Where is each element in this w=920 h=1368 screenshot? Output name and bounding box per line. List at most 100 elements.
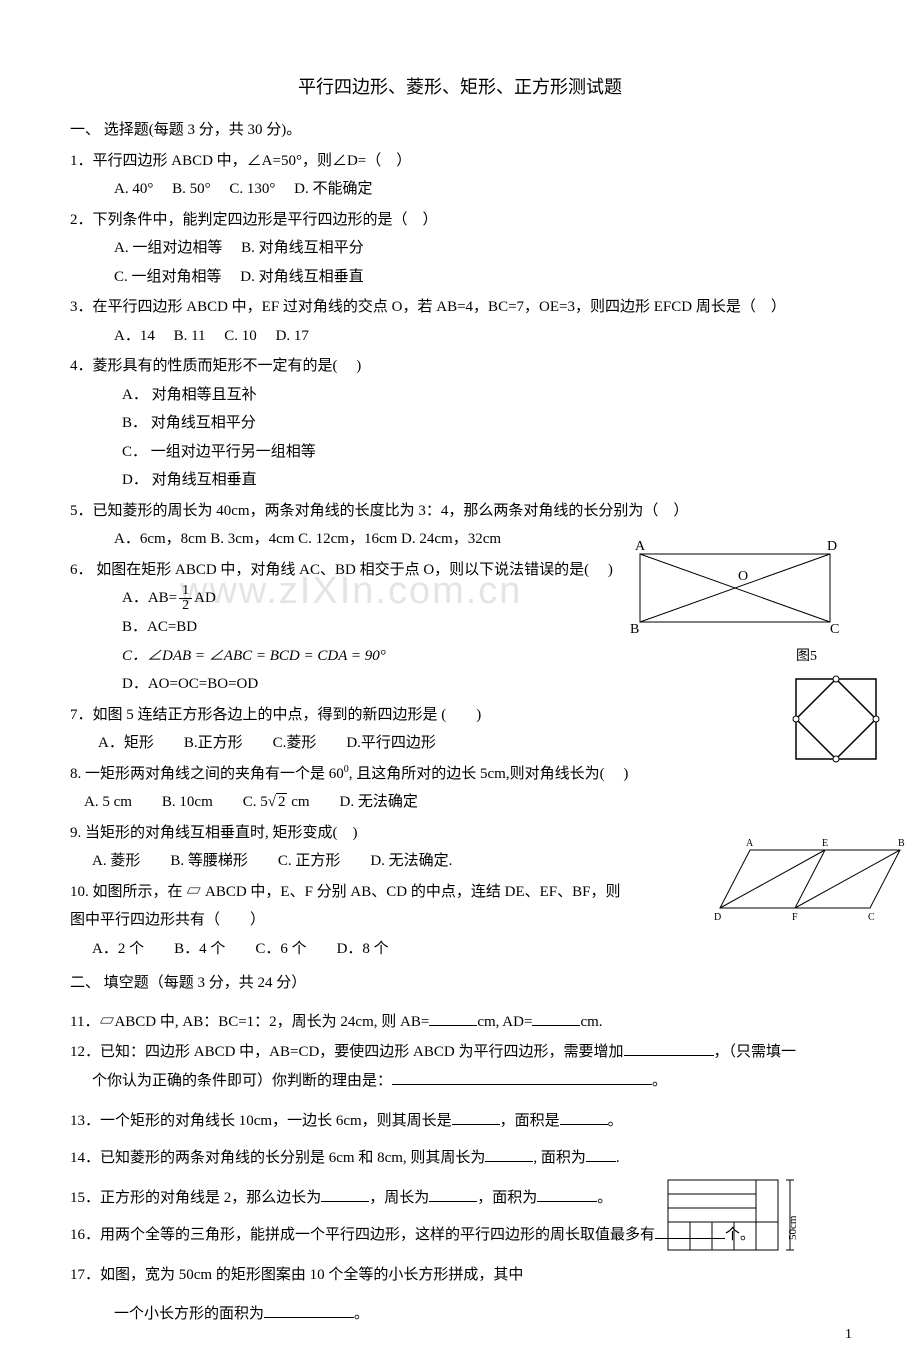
fig17-label: 50cm — [787, 1215, 799, 1240]
fig6-label-o: O — [738, 569, 748, 584]
figure-q10-parallelogram: A E B D F C — [710, 836, 910, 926]
q13-mid: ，面积是 — [500, 1113, 560, 1129]
blank — [264, 1302, 354, 1318]
q4-opt-b: B． 对角线互相平分 — [70, 409, 850, 438]
q12-l1-post: ，（只需填一 — [714, 1044, 797, 1060]
fig10-f: F — [792, 912, 798, 923]
q6-opt-a-pre: A．AB= — [122, 590, 177, 606]
fig10-b: B — [898, 838, 905, 849]
q15-mid1: ，周长为 — [369, 1190, 429, 1206]
q6-opt-d: D．AO=OC=BO=OD — [70, 670, 850, 699]
question-1: 1．平行四边形 ABCD 中，∠A=50°，则∠D=（ ） — [70, 147, 850, 176]
blank — [485, 1146, 533, 1162]
question-7-options: A．矩形 B.正方形 C.菱形 D.平行四边形 — [70, 729, 850, 758]
figure-q7-wrap: 图5 — [790, 644, 882, 775]
q17-l2-pre: 一个小长方形的面积为 — [114, 1306, 264, 1322]
q2-opt-a: A. 一组对边相等 — [114, 240, 222, 256]
q8-pre: 8. 一矩形两对角线之间的夹角有一个是 60 — [70, 766, 344, 782]
blank — [624, 1040, 714, 1056]
q12-l2-pre: 个你认为正确的条件即可）你判断的理由是： — [92, 1073, 392, 1089]
q6-opt-a-post: AD — [194, 590, 216, 606]
q3-opt-c: C. 10 — [224, 328, 257, 344]
q11-mid: cm, AD= — [477, 1014, 532, 1030]
q2-opt-b: B. 对角线互相平分 — [241, 240, 364, 256]
blank — [452, 1109, 500, 1125]
q3-opt-a: A．14 — [114, 328, 155, 344]
question-4: 4．菱形具有的性质而矩形不一定有的是( ) — [70, 352, 850, 381]
q11-pre: 11．▱ABCD 中, AB：BC=1：2，周长为 24cm, 则 AB= — [70, 1014, 429, 1030]
question-17-line2: 一个小长方形的面积为 。 — [70, 1300, 850, 1329]
q3-opt-d: D. 17 — [276, 328, 309, 344]
fig10-a: A — [746, 838, 754, 849]
q6-opt-c: C．∠DAB = ∠ABC = BCD = CDA = 90° — [70, 642, 850, 671]
figure-q7-label: 图5 — [790, 644, 882, 671]
fig6-label-c: C — [830, 622, 839, 636]
blank — [392, 1069, 652, 1085]
question-3-options: A．14 B. 11 C. 10 D. 17 — [70, 322, 850, 351]
figure-q17-rectangle-tiling: 50cm — [660, 1170, 810, 1260]
question-7: 7．如图 5 连结正方形各边上的中点，得到的新四边形是 ( ) — [70, 701, 850, 730]
q14-pre: 14．已知菱形的两条对角线的长分别是 6cm 和 8cm, 则其周长为 — [70, 1150, 485, 1166]
fraction-one-half: 12 — [179, 584, 192, 613]
question-8: 8. 一矩形两对角线之间的夹角有一个是 600, 且这角所对的边长 5cm,则对… — [70, 760, 850, 789]
q11-post: cm. — [580, 1014, 602, 1030]
q17-l2-post: 。 — [354, 1306, 369, 1322]
blank — [560, 1109, 608, 1125]
q12-l1-pre: 12．已知：四边形 ABCD 中，AB=CD，要使四边形 ABCD 为平行四边形… — [70, 1044, 624, 1060]
figure-q7-square-midpoints — [790, 673, 882, 765]
blank — [429, 1010, 477, 1026]
q2-opt-d: D. 对角线互相垂直 — [240, 269, 363, 285]
question-2-options-row2: C. 一组对角相等 D. 对角线互相垂直 — [70, 263, 850, 292]
q1-opt-a: A. 40° — [114, 181, 153, 197]
section-2-heading: 二、 填空题（每题 3 分，共 24 分） — [70, 969, 850, 998]
question-10-options: A．2 个 B．4 个 C．6 个 D．8 个 — [70, 935, 850, 964]
q1-opt-c: C. 130° — [229, 181, 275, 197]
q4-opt-a: A． 对角相等且互补 — [70, 381, 850, 410]
fig10-e: E — [822, 838, 828, 849]
q15-pre: 15．正方形的对角线是 2，那么边长为 — [70, 1190, 321, 1206]
q2-opt-c: C. 一组对角相等 — [114, 269, 222, 285]
sqrt-2: 2 — [276, 793, 288, 810]
question-3: 3．在平行四边形 ABCD 中，EF 过对角线的交点 O，若 AB=4，BC=7… — [70, 293, 850, 322]
q8-opts-post: cm D. 无法确定 — [287, 794, 417, 810]
q15-mid2: ，面积为 — [477, 1190, 537, 1206]
q8-post: , 且这角所对的边长 5cm,则对角线长为( ) — [349, 766, 629, 782]
fig10-d: D — [714, 912, 721, 923]
question-13: 13．一个矩形的对角线长 10cm，一边长 6cm，则其周长是 ，面积是 。 — [70, 1107, 850, 1136]
q4-opt-d: D． 对角线互相垂直 — [70, 466, 850, 495]
blank — [586, 1146, 616, 1162]
blank — [537, 1186, 597, 1202]
q12-l2-post: 。 — [652, 1073, 667, 1089]
question-8-options: A. 5 cm B. 10cm C. 5√2 cm D. 无法确定 — [70, 788, 850, 817]
q3-opt-b: B. 11 — [174, 328, 206, 344]
question-12-line1: 12．已知：四边形 ABCD 中，AB=CD，要使四边形 ABCD 为平行四边形… — [70, 1038, 850, 1067]
fig10-c: C — [868, 912, 875, 923]
q13-pre: 13．一个矩形的对角线长 10cm，一边长 6cm，则其周长是 — [70, 1113, 452, 1129]
section-1-heading: 一、 选择题(每题 3 分，共 30 分)。 — [70, 116, 850, 145]
q13-post: 。 — [608, 1113, 623, 1129]
q15-post: 。 — [597, 1190, 612, 1206]
q8-opts-pre: A. 5 cm B. 10cm C. 5 — [84, 794, 268, 810]
blank — [321, 1186, 369, 1202]
question-11: 11．▱ABCD 中, AB：BC=1：2，周长为 24cm, 则 AB= cm,… — [70, 1008, 850, 1037]
content: 平行四边形、菱形、矩形、正方形测试题 一、 选择题(每题 3 分，共 30 分)… — [70, 70, 850, 1328]
question-14: 14．已知菱形的两条对角线的长分别是 6cm 和 8cm, 则其周长为 , 面积为… — [70, 1144, 850, 1173]
blank — [532, 1010, 580, 1026]
question-5: 5．已知菱形的周长为 40cm，两条对角线的长度比为 3：4，那么两条对角线的长… — [70, 497, 850, 526]
question-2-options-row1: A. 一组对边相等 B. 对角线互相平分 — [70, 234, 850, 263]
q16-pre: 16．用两个全等的三角形，能拼成一个平行四边形，这样的平行四边形的周长取值最多有 — [70, 1227, 655, 1243]
fig6-label-d: D — [827, 539, 837, 554]
question-2: 2．下列条件中，能判定四边形是平行四边形的是（ ） — [70, 206, 850, 235]
question-12-line2: 个你认为正确的条件即可）你判断的理由是： 。 — [70, 1067, 850, 1096]
page-title: 平行四边形、菱形、矩形、正方形测试题 — [70, 70, 850, 104]
question-17-line1: 17．如图，宽为 50cm 的矩形图案由 10 个全等的小长方形拼成，其中 — [70, 1261, 850, 1290]
q14-mid: , 面积为 — [533, 1150, 586, 1166]
q1-opt-b: B. 50° — [172, 181, 211, 197]
q1-opt-d: D. 不能确定 — [294, 181, 372, 197]
fig6-label-b: B — [630, 622, 639, 636]
question-1-options: A. 40° B. 50° C. 130° D. 不能确定 — [70, 175, 850, 204]
q14-post: . — [616, 1150, 620, 1166]
q4-opt-c: C． 一组对边平行另一组相等 — [70, 438, 850, 467]
fig6-label-a: A — [635, 539, 646, 554]
sqrt-icon: √2 — [268, 788, 288, 817]
